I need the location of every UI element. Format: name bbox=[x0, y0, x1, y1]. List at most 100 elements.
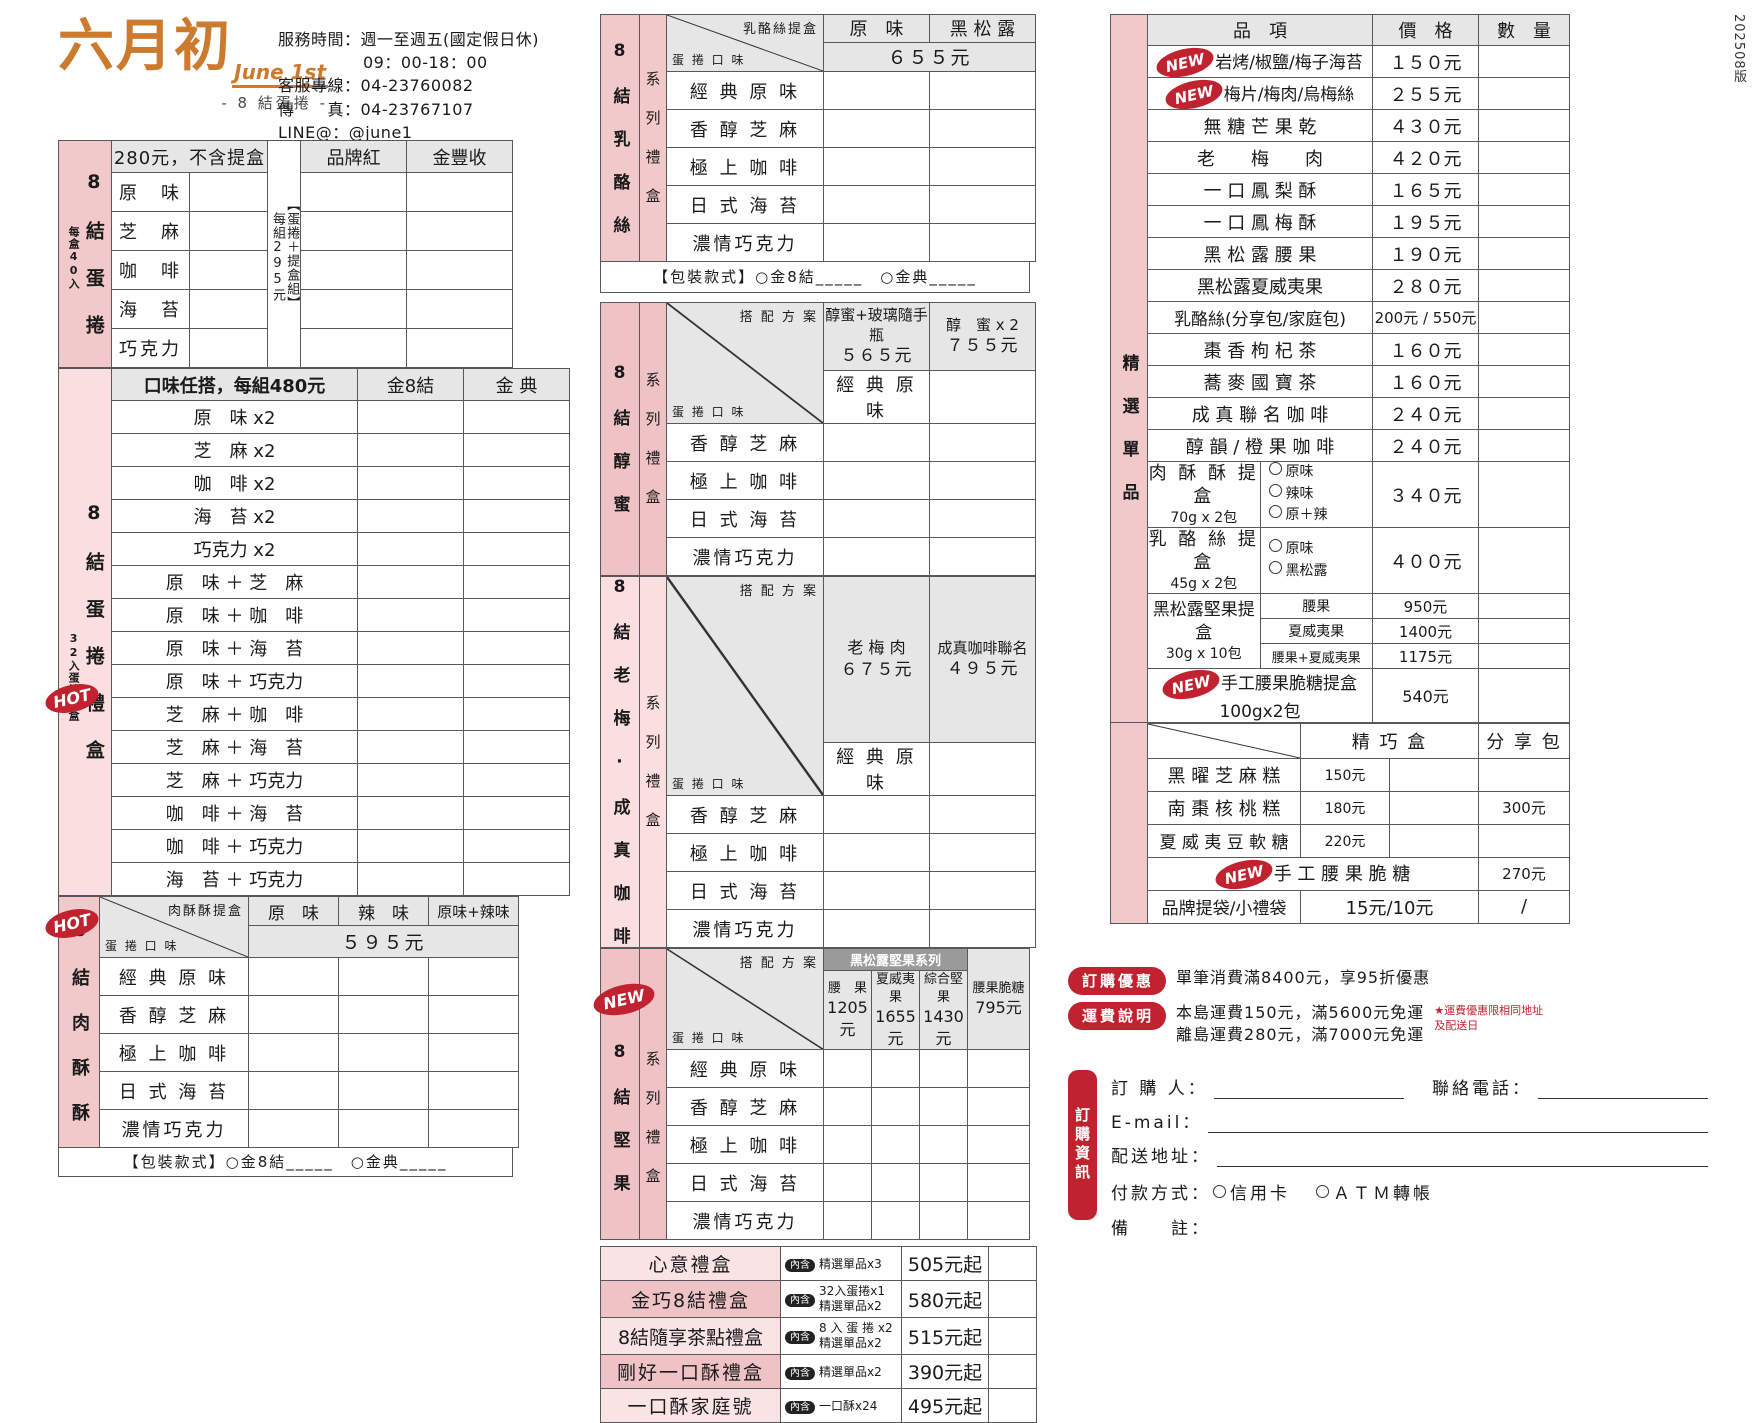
set-qty-2[interactable] bbox=[988, 1317, 1037, 1356]
honey-qty-a-3[interactable] bbox=[823, 499, 930, 539]
input-email[interactable] bbox=[1208, 1114, 1708, 1133]
honey-qty-a-0[interactable] bbox=[929, 370, 1036, 425]
giftbox-qty-b-3[interactable] bbox=[463, 499, 570, 533]
giftbox-qty-b-8[interactable] bbox=[463, 664, 570, 698]
item-qty-3[interactable] bbox=[1478, 141, 1570, 174]
giftbox-qty-b-1[interactable] bbox=[463, 433, 570, 467]
giftbox-qty-b-7[interactable] bbox=[463, 631, 570, 665]
giftbox-qty-b-4[interactable] bbox=[463, 532, 570, 566]
input-orderer[interactable] bbox=[1213, 1080, 1404, 1099]
item-qty-1[interactable] bbox=[1478, 77, 1570, 110]
boxed-qty-1[interactable] bbox=[1478, 527, 1570, 595]
nut-qty-b-0[interactable] bbox=[871, 1049, 920, 1089]
nutbox-qty-2[interactable] bbox=[1478, 643, 1570, 670]
pork-qty-b-4[interactable] bbox=[338, 1109, 429, 1148]
pork-qty-b-1[interactable] bbox=[338, 995, 429, 1034]
eggroll-qty-gold-1[interactable] bbox=[406, 211, 513, 251]
nut-qty-c-4[interactable] bbox=[919, 1201, 968, 1241]
nutbox-qty-1[interactable] bbox=[1478, 618, 1570, 645]
pork-qty-b-2[interactable] bbox=[338, 1033, 429, 1072]
pork-qty-a-0[interactable] bbox=[248, 957, 339, 996]
giftbox-qty-a-11[interactable] bbox=[357, 763, 464, 797]
giftbox-qty-a-0[interactable] bbox=[357, 400, 464, 434]
cheese-packaging-note[interactable]: 【包裝款式】○金8結_____ ○金典_____ bbox=[600, 262, 1030, 293]
item-qty-8[interactable] bbox=[1478, 301, 1570, 334]
giftbox-qty-b-12[interactable] bbox=[463, 796, 570, 830]
pork-qty-c-1[interactable] bbox=[428, 995, 519, 1034]
eggroll-qty-brand-2[interactable] bbox=[300, 250, 407, 290]
giftbox-qty-b-2[interactable] bbox=[463, 466, 570, 500]
eggroll-qty-plain-4[interactable] bbox=[189, 328, 268, 368]
nut-qty-a-0[interactable] bbox=[823, 1049, 872, 1089]
giftbox-qty-a-13[interactable] bbox=[357, 829, 464, 863]
giftbox-qty-a-9[interactable] bbox=[357, 697, 464, 731]
giftbox-qty-a-6[interactable] bbox=[357, 598, 464, 632]
nut-qty-b-2[interactable] bbox=[871, 1125, 920, 1165]
set-qty-0[interactable] bbox=[988, 1246, 1037, 1282]
boxed-options-0[interactable]: 原味 辣味 原＋辣 bbox=[1259, 460, 1373, 529]
item-qty-12[interactable] bbox=[1478, 429, 1570, 462]
cheese-qty-b-4[interactable] bbox=[929, 223, 1036, 262]
cheese-qty-a-0[interactable] bbox=[823, 71, 930, 110]
input-remark[interactable] bbox=[1217, 1221, 1708, 1239]
pork-qty-b-3[interactable] bbox=[338, 1071, 429, 1110]
nut-qty-c-1[interactable] bbox=[919, 1087, 968, 1127]
eggroll-qty-brand-1[interactable] bbox=[300, 211, 407, 251]
giftbox-qty-b-11[interactable] bbox=[463, 763, 570, 797]
nut-qty-a-4[interactable] bbox=[823, 1201, 872, 1241]
pork-qty-c-4[interactable] bbox=[428, 1109, 519, 1148]
pork-qty-c-2[interactable] bbox=[428, 1033, 519, 1072]
input-address[interactable] bbox=[1217, 1148, 1708, 1167]
eggroll-qty-brand-0[interactable] bbox=[300, 172, 407, 212]
eggroll-qty-plain-2[interactable] bbox=[189, 250, 268, 290]
giftbox-qty-a-4[interactable] bbox=[357, 532, 464, 566]
cake-small-qty-0[interactable] bbox=[1389, 757, 1479, 792]
pork-qty-a-3[interactable] bbox=[248, 1071, 339, 1110]
eggroll-qty-gold-2[interactable] bbox=[406, 250, 513, 290]
nutbox-qty-0[interactable] bbox=[1478, 593, 1570, 620]
nut-qty-d-2[interactable] bbox=[967, 1125, 1030, 1165]
honey-qty-b-2[interactable] bbox=[929, 461, 1036, 501]
cake-small-qty-2[interactable] bbox=[1389, 823, 1479, 858]
eggroll-qty-plain-3[interactable] bbox=[189, 289, 268, 329]
cheese-qty-b-2[interactable] bbox=[929, 147, 1036, 186]
nut-qty-d-1[interactable] bbox=[967, 1087, 1030, 1127]
eggroll-qty-plain-1[interactable] bbox=[189, 211, 268, 251]
cheese-qty-a-4[interactable] bbox=[823, 223, 930, 262]
eggroll-qty-brand-3[interactable] bbox=[300, 289, 407, 329]
giftbox-qty-b-6[interactable] bbox=[463, 598, 570, 632]
giftbox-qty-a-3[interactable] bbox=[357, 499, 464, 533]
plum-qty-b-1[interactable] bbox=[929, 795, 1036, 835]
pork-qty-c-3[interactable] bbox=[428, 1071, 519, 1110]
giftbox-qty-a-10[interactable] bbox=[357, 730, 464, 764]
giftbox-qty-b-0[interactable] bbox=[463, 400, 570, 434]
nut-qty-a-2[interactable] bbox=[823, 1125, 872, 1165]
honey-qty-b-1[interactable] bbox=[929, 423, 1036, 463]
plum-qty-a-0[interactable] bbox=[929, 742, 1036, 797]
nut-qty-d-4[interactable] bbox=[967, 1201, 1030, 1241]
item-qty-11[interactable] bbox=[1478, 397, 1570, 430]
eggroll-qty-plain-0[interactable] bbox=[189, 172, 268, 212]
pork-qty-a-4[interactable] bbox=[248, 1109, 339, 1148]
eggroll-qty-brand-4[interactable] bbox=[300, 328, 407, 368]
item-qty-9[interactable] bbox=[1478, 333, 1570, 366]
plum-qty-b-4[interactable] bbox=[929, 909, 1036, 949]
cheese-qty-a-3[interactable] bbox=[823, 185, 930, 224]
giftbox-qty-a-14[interactable] bbox=[357, 862, 464, 896]
eggroll-qty-gold-0[interactable] bbox=[406, 172, 513, 212]
giftbox-qty-b-9[interactable] bbox=[463, 697, 570, 731]
pork-qty-a-1[interactable] bbox=[248, 995, 339, 1034]
set-qty-4[interactable] bbox=[988, 1388, 1037, 1423]
cheese-qty-b-1[interactable] bbox=[929, 109, 1036, 148]
giftbox-qty-a-1[interactable] bbox=[357, 433, 464, 467]
plum-qty-a-3[interactable] bbox=[823, 871, 930, 911]
item-qty-6[interactable] bbox=[1478, 237, 1570, 270]
nut-qty-c-2[interactable] bbox=[919, 1125, 968, 1165]
nut-qty-d-0[interactable] bbox=[967, 1049, 1030, 1089]
cheese-qty-b-0[interactable] bbox=[929, 71, 1036, 110]
payment-option-atm[interactable]: ＡＴＭ轉帳 bbox=[1316, 1179, 1433, 1204]
honey-qty-b-4[interactable] bbox=[929, 537, 1036, 577]
payment-option-credit[interactable]: 信用卡 bbox=[1213, 1179, 1290, 1204]
pork-packaging-note[interactable]: 【包裝款式】○金8結_____ ○金典_____ bbox=[58, 1148, 513, 1177]
item-qty-7[interactable] bbox=[1478, 269, 1570, 302]
